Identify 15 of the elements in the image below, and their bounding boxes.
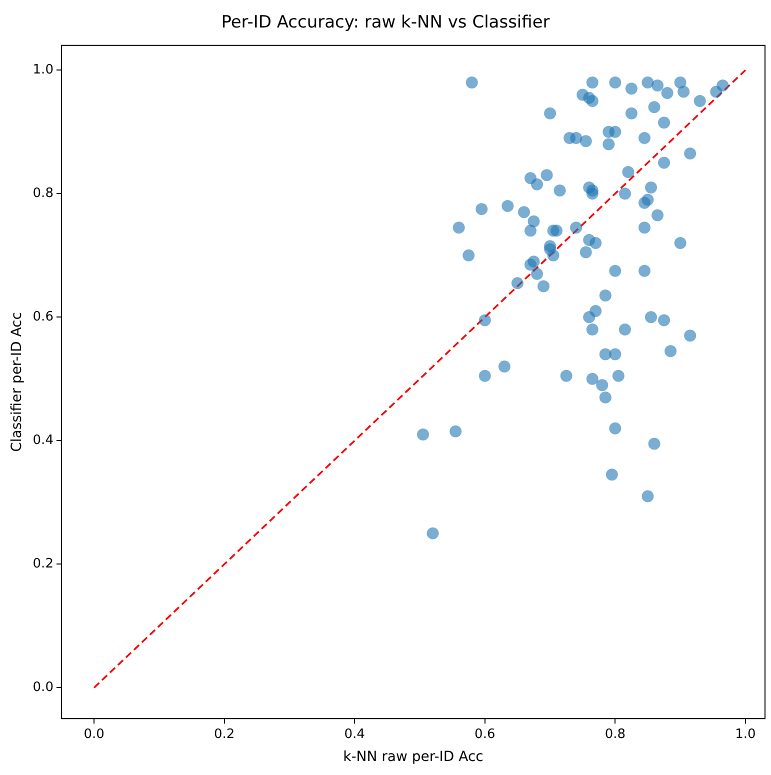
y-tick-label: 0.8 bbox=[32, 186, 54, 202]
x-axis-title: k-NN raw per-ID Acc bbox=[343, 749, 484, 766]
x-tick-label: 0.6 bbox=[474, 726, 496, 742]
y-tick-label: 0.0 bbox=[32, 680, 54, 696]
y-tick-label: 0.2 bbox=[32, 556, 54, 572]
x-tick-label: 0.4 bbox=[344, 726, 365, 742]
chart-title: Per-ID Accuracy: raw k-NN vs Classifier bbox=[221, 12, 550, 33]
y-tick-label: 0.6 bbox=[32, 310, 54, 325]
y-tick-label: 0.4 bbox=[32, 433, 54, 448]
x-tick-label: 0.2 bbox=[214, 726, 235, 742]
x-tick-label: 0.8 bbox=[604, 726, 626, 742]
y-tick-label: 1.0 bbox=[32, 62, 54, 78]
x-tick-label: 1.0 bbox=[735, 726, 756, 742]
y-axis-title: Classifier per-ID Acc bbox=[9, 312, 26, 452]
x-tick-label: 0.0 bbox=[84, 726, 104, 742]
